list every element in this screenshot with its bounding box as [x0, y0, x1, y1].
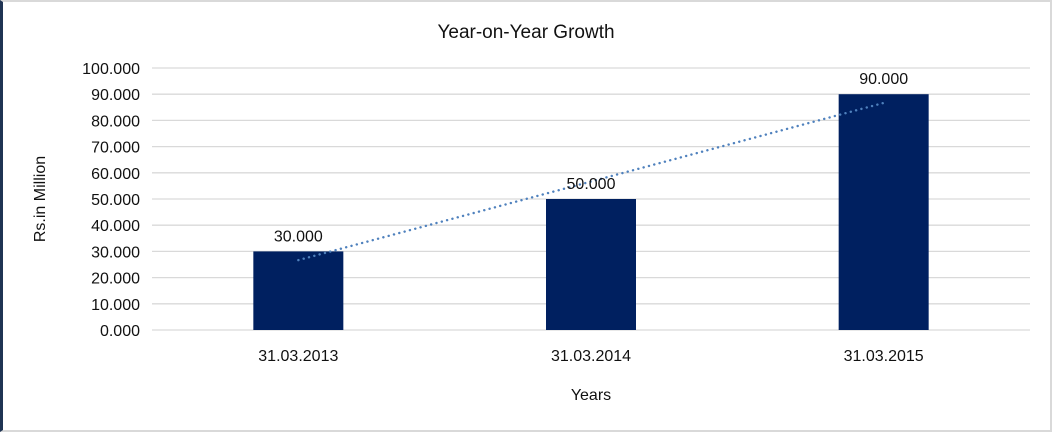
x-axis-tick-labels: 31.03.2013 31.03.2014 31.03.2015 — [258, 348, 924, 365]
trendline — [297, 101, 885, 262]
linear-trendline — [297, 101, 885, 262]
y-tick-label: 0.000 — [100, 323, 140, 340]
x-tick-label: 31.03.2015 — [844, 348, 924, 365]
x-tick-label: 31.03.2014 — [551, 348, 631, 365]
bar — [838, 94, 929, 330]
y-tick-label: 50.000 — [91, 192, 140, 209]
y-axis-title: Rs.in Million — [32, 156, 49, 242]
y-tick-label: 30.000 — [91, 244, 140, 261]
y-tick-label: 60.000 — [91, 166, 140, 183]
bar — [546, 199, 636, 330]
bar — [253, 251, 344, 330]
data-labels: 30.000 50.000 90.000 — [274, 71, 908, 245]
y-tick-label: 100.000 — [82, 61, 140, 78]
bar-series — [253, 94, 929, 330]
y-tick-label: 40.000 — [91, 218, 140, 235]
y-tick-label: 70.000 — [91, 140, 140, 157]
y-tick-label: 20.000 — [91, 271, 140, 288]
y-tick-label: 80.000 — [91, 113, 140, 130]
chart-title: Year-on-Year Growth — [437, 22, 614, 43]
bar-value-label: 90.000 — [859, 71, 908, 88]
bar-value-label: 50.000 — [567, 176, 616, 193]
y-tick-label: 90.000 — [91, 87, 140, 104]
bar-value-label: 30.000 — [274, 228, 323, 245]
x-tick-label: 31.03.2013 — [258, 348, 338, 365]
y-axis-tick-labels: 0.000 10.000 20.000 30.000 40.000 50.000 60.00… — [82, 61, 140, 340]
x-axis-title: Years — [571, 387, 611, 404]
y-tick-label: 10.000 — [91, 297, 140, 314]
